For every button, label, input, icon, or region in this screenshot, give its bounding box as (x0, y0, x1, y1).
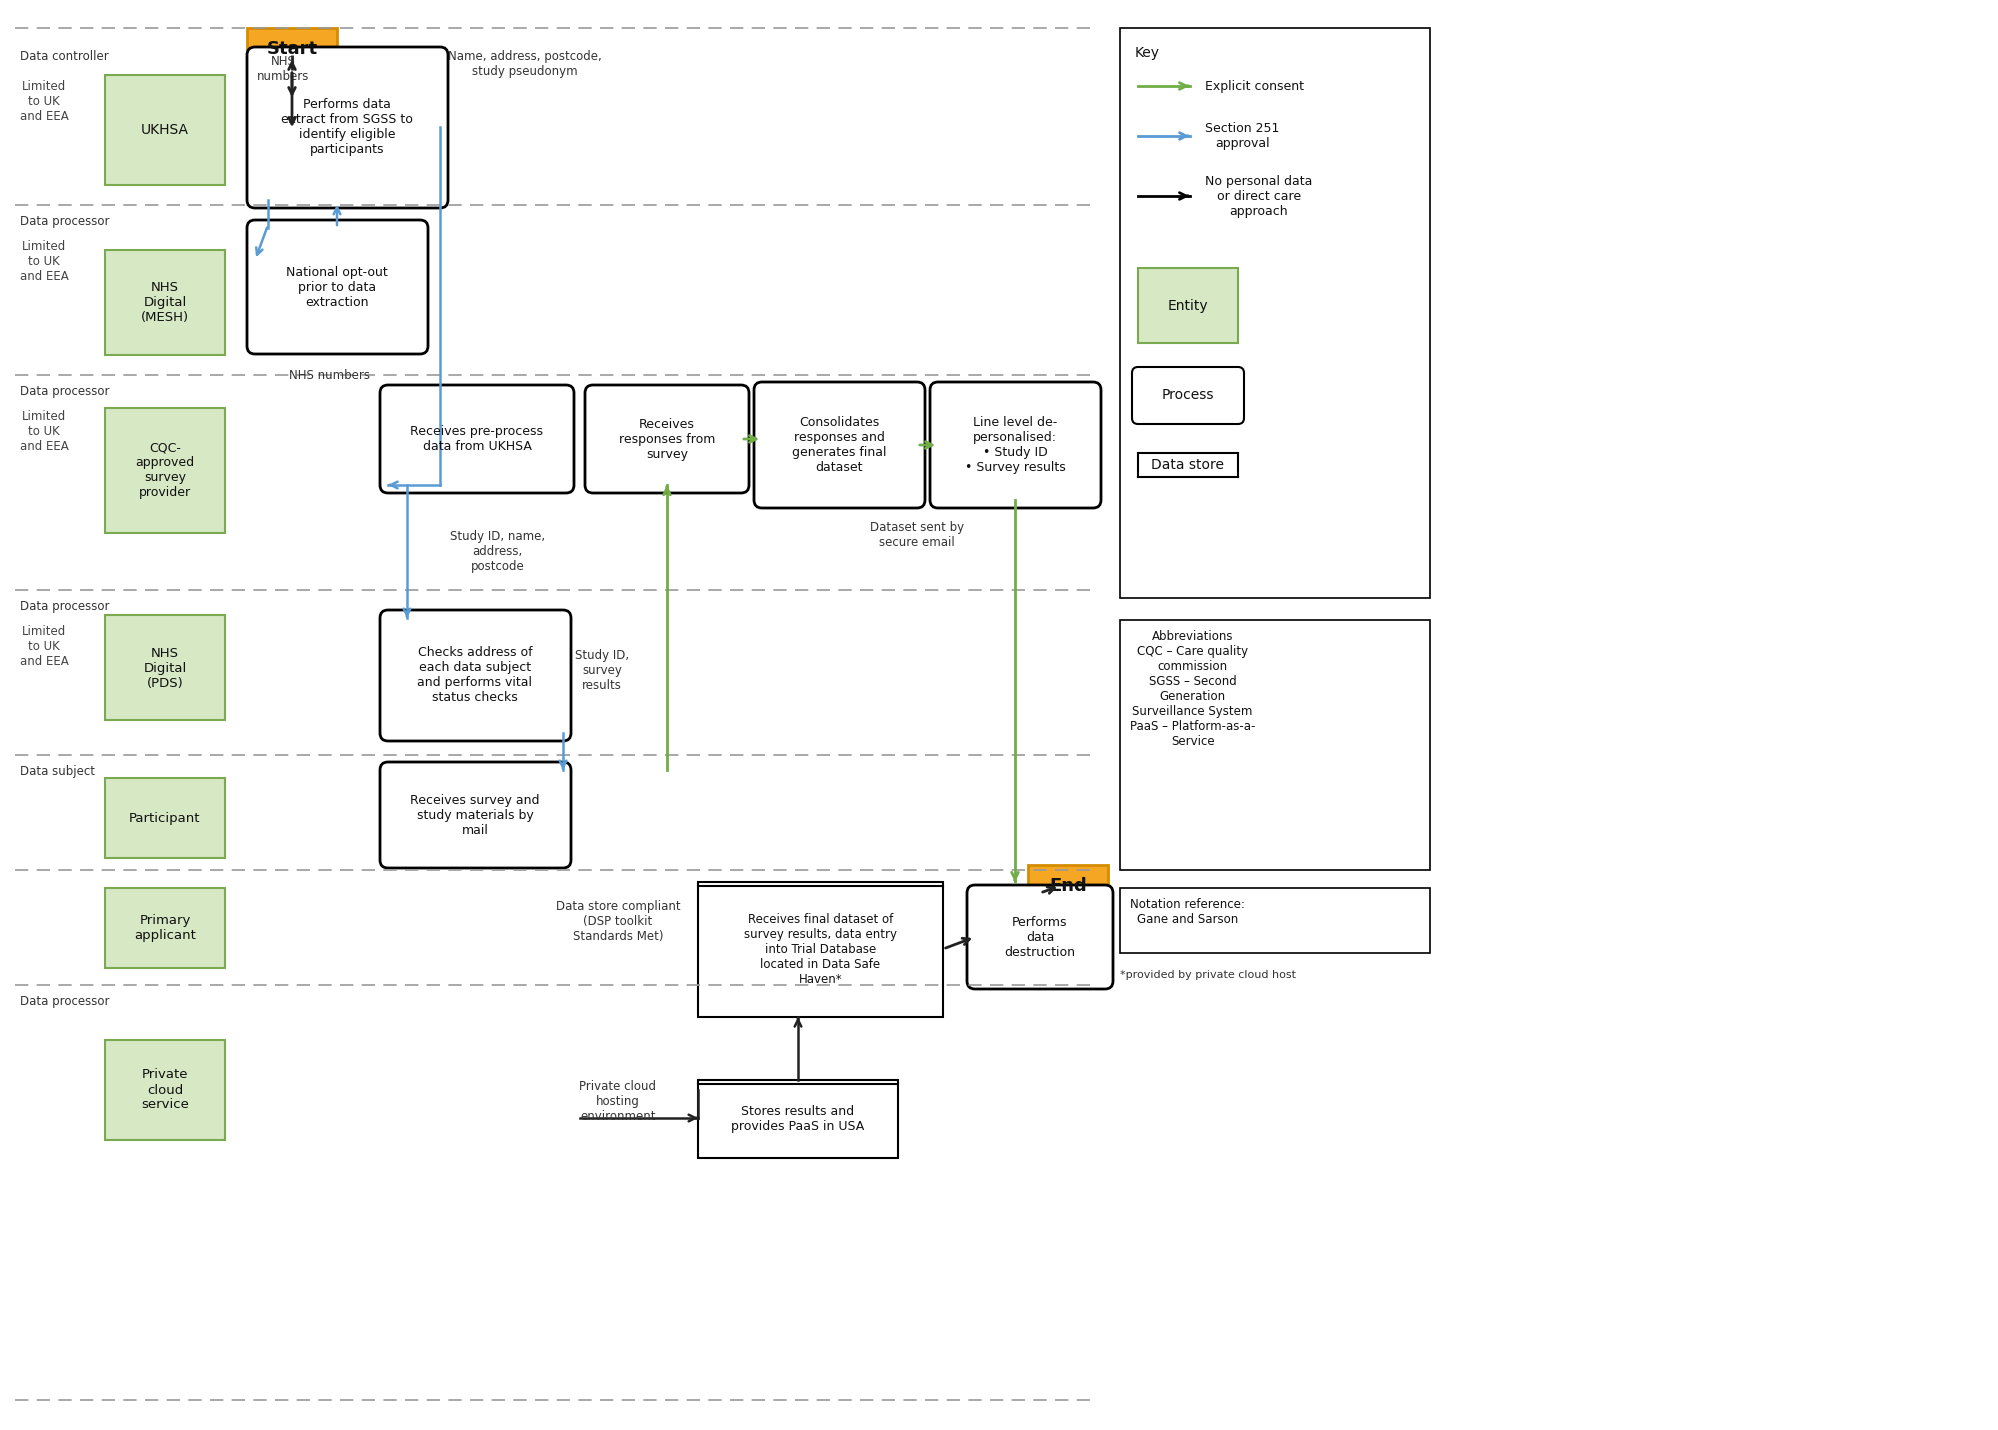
Text: Stores results and
provides PaaS in USA: Stores results and provides PaaS in USA (731, 1105, 865, 1133)
Text: Entity: Entity (1167, 299, 1207, 313)
FancyBboxPatch shape (585, 385, 749, 493)
FancyBboxPatch shape (248, 220, 428, 355)
Text: Checks address of
each data subject
and performs vital
status checks: Checks address of each data subject and … (418, 646, 531, 704)
Bar (1027, 865, 1107, 907)
Text: Limited
to UK
and EEA: Limited to UK and EEA (20, 625, 68, 668)
Text: Abbreviations
CQC – Care quality
commission
SGSS – Second
Generation
Surveillanc: Abbreviations CQC – Care quality commiss… (1129, 631, 1255, 748)
Text: Performs data
extract from SGSS to
identify eligible
participants: Performs data extract from SGSS to ident… (282, 99, 414, 156)
Text: Line level de-
personalised:
• Study ID
• Survey results: Line level de- personalised: • Study ID … (965, 416, 1065, 473)
FancyBboxPatch shape (929, 382, 1101, 508)
Text: Data subject: Data subject (20, 765, 96, 778)
Text: Explicit consent: Explicit consent (1205, 80, 1303, 93)
Text: Data processor: Data processor (20, 995, 110, 1008)
Bar (248, 29, 338, 70)
Text: Receives survey and
study materials by
mail: Receives survey and study materials by m… (410, 794, 539, 837)
FancyBboxPatch shape (753, 382, 925, 508)
Text: Private
cloud
service: Private cloud service (142, 1068, 190, 1111)
Text: Receives
responses from
survey: Receives responses from survey (619, 418, 715, 460)
Bar (106, 408, 226, 533)
Text: Private cloud
hosting
environment: Private cloud hosting environment (579, 1080, 655, 1123)
Bar (1119, 29, 1429, 598)
FancyBboxPatch shape (380, 762, 571, 868)
FancyBboxPatch shape (1131, 368, 1243, 425)
Text: Limited
to UK
and EEA: Limited to UK and EEA (20, 240, 68, 283)
Bar (697, 1080, 897, 1158)
Text: CQC-
approved
survey
provider: CQC- approved survey provider (136, 440, 194, 499)
Text: Notation reference:
Gane and Sarson: Notation reference: Gane and Sarson (1129, 898, 1245, 927)
Bar (106, 615, 226, 719)
Bar (697, 882, 943, 1017)
Text: Data store: Data store (1151, 458, 1225, 472)
Text: *provided by private cloud host: *provided by private cloud host (1119, 970, 1295, 980)
Text: Process: Process (1161, 388, 1213, 402)
Text: Data store compliant
(DSP toolkit
Standards Met): Data store compliant (DSP toolkit Standa… (555, 899, 679, 942)
Text: Participant: Participant (130, 811, 200, 825)
Bar (1119, 621, 1429, 869)
Bar (106, 888, 226, 968)
Text: Consolidates
responses and
generates final
dataset: Consolidates responses and generates fin… (791, 416, 885, 473)
Text: NHS
Digital
(MESH): NHS Digital (MESH) (142, 280, 190, 323)
Text: Data processor: Data processor (20, 601, 110, 613)
Text: Name, address, postcode,
study pseudonym: Name, address, postcode, study pseudonym (448, 50, 601, 79)
Bar (106, 74, 226, 184)
Bar (106, 778, 226, 858)
Text: Performs
data
destruction: Performs data destruction (1005, 915, 1075, 958)
FancyBboxPatch shape (967, 885, 1113, 990)
Bar (1137, 267, 1237, 343)
Text: Receives pre-process
data from UKHSA: Receives pre-process data from UKHSA (410, 425, 543, 453)
Text: Data controller: Data controller (20, 50, 108, 63)
Text: NHS
Digital
(PDS): NHS Digital (PDS) (144, 646, 186, 689)
Text: Limited
to UK
and EEA: Limited to UK and EEA (20, 410, 68, 453)
Text: Data processor: Data processor (20, 385, 110, 398)
Text: Data processor: Data processor (20, 214, 110, 227)
Bar (1119, 888, 1429, 952)
Text: Start: Start (266, 40, 318, 59)
Text: Receives final dataset of
survey results, data entry
into Trial Database
located: Receives final dataset of survey results… (743, 912, 897, 987)
Text: UKHSA: UKHSA (142, 123, 190, 137)
Text: Study ID,
survey
results: Study ID, survey results (575, 648, 629, 692)
FancyBboxPatch shape (380, 611, 571, 741)
Text: NHS
numbers: NHS numbers (258, 54, 310, 83)
Text: Section 251
approval: Section 251 approval (1205, 122, 1279, 150)
Text: No personal data
or direct care
approach: No personal data or direct care approach (1205, 174, 1313, 217)
FancyBboxPatch shape (380, 385, 573, 493)
Bar (106, 250, 226, 355)
FancyBboxPatch shape (248, 47, 448, 207)
Text: Dataset sent by
secure email: Dataset sent by secure email (869, 521, 963, 549)
Text: Study ID, name,
address,
postcode: Study ID, name, address, postcode (450, 531, 545, 573)
Bar (106, 1040, 226, 1140)
Text: NHS numbers: NHS numbers (290, 369, 370, 382)
Text: End: End (1049, 877, 1087, 895)
Text: Primary
applicant: Primary applicant (134, 914, 196, 942)
Text: Key: Key (1135, 46, 1159, 60)
Text: National opt-out
prior to data
extraction: National opt-out prior to data extractio… (286, 266, 388, 309)
Text: Limited
to UK
and EEA: Limited to UK and EEA (20, 80, 68, 123)
